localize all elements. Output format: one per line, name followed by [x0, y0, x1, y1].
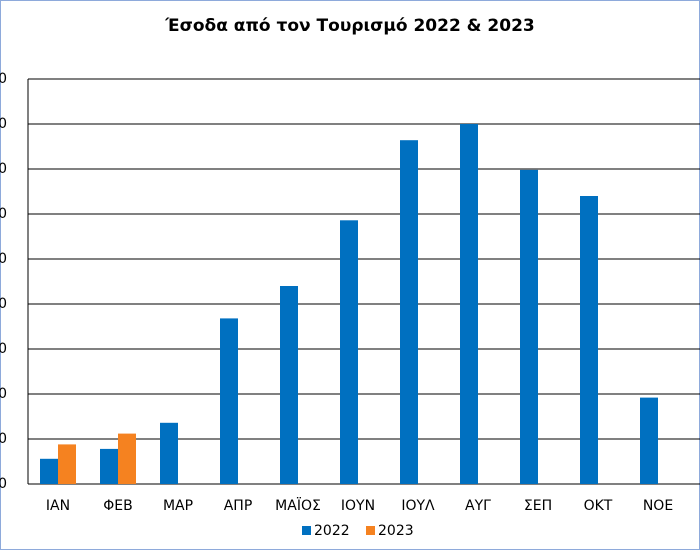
legend-swatch	[302, 526, 311, 535]
y-tick-label: 4.000	[0, 116, 7, 132]
bar	[340, 220, 358, 485]
bar	[100, 448, 118, 484]
y-tick-label: 500	[0, 431, 7, 447]
y-tick-label: 2.000	[0, 296, 7, 312]
chart-title: Έσοδα από τον Τουρισμό 2022 & 2023	[164, 16, 535, 36]
bar	[580, 196, 598, 484]
bar	[280, 286, 298, 484]
y-tick-label: 3.500	[0, 161, 7, 177]
bar	[640, 397, 658, 484]
y-tick-label: 0	[0, 476, 7, 492]
y-tick-label: 2.500	[0, 251, 7, 267]
bar	[118, 433, 136, 484]
x-tick-label: ΟΚΤ	[584, 498, 613, 514]
bar	[400, 140, 418, 484]
bar	[460, 124, 478, 484]
x-tick-label: ΝΟΕ	[643, 498, 673, 514]
x-tick-label: ΜΑΪΟΣ	[275, 496, 321, 514]
y-tick-label: 1.000	[0, 386, 7, 402]
x-tick-label: ΜΑΡ	[163, 498, 193, 514]
bar	[58, 444, 76, 484]
x-tick-label: ΦΕΒ	[103, 498, 132, 514]
x-tick-label: ΑΥΓ	[465, 498, 491, 514]
bar	[160, 422, 178, 484]
y-tick-label: 4.500	[0, 71, 7, 87]
x-tick-label: ΙΑΝ	[46, 498, 70, 514]
x-tick-label: ΑΠΡ	[224, 498, 253, 514]
y-tick-label: 3.000	[0, 206, 7, 222]
x-tick-label: ΣΕΠ	[524, 498, 552, 514]
legend-label: 2022	[314, 523, 350, 539]
bar	[520, 169, 538, 484]
x-tick-label: ΙΟΥΝ	[341, 498, 375, 514]
legend-swatch	[366, 526, 375, 535]
legend-label: 2023	[378, 523, 414, 539]
x-tick-label: ΙΟΥΛ	[401, 498, 435, 514]
bar	[40, 458, 58, 484]
bar	[220, 318, 238, 484]
y-tick-label: 1.500	[0, 341, 7, 357]
